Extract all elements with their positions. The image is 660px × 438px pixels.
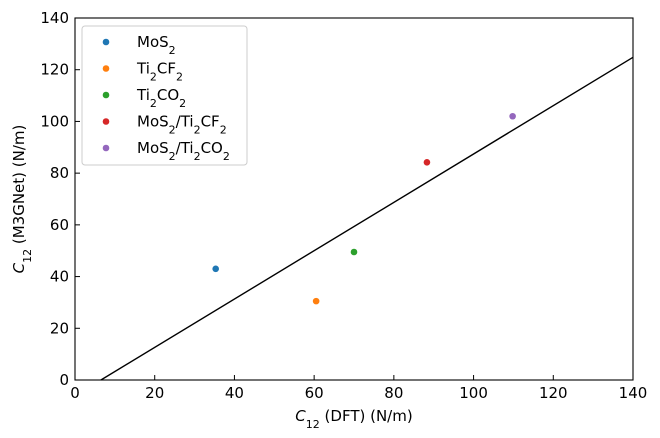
x-tick-label: 0 xyxy=(70,384,80,402)
x-tick-label: 100 xyxy=(459,384,488,402)
x-tick-label: 80 xyxy=(384,384,403,402)
data-point xyxy=(350,248,358,256)
legend-label: MoS2/Ti2CF2 xyxy=(137,113,227,137)
x-tick-label: 40 xyxy=(225,384,244,402)
legend-box xyxy=(81,25,248,166)
y-tick-label: 40 xyxy=(50,268,69,286)
data-point xyxy=(423,158,431,166)
y-tick-label: 80 xyxy=(50,164,69,182)
y-tick-label: 140 xyxy=(40,9,69,27)
x-tick-label: 120 xyxy=(539,384,568,402)
y-tick-label: 100 xyxy=(40,112,69,130)
legend-label: Ti2CO2 xyxy=(136,86,186,110)
plot-area xyxy=(74,17,634,381)
fit-line xyxy=(100,56,634,381)
legend-marker xyxy=(102,118,110,125)
data-points xyxy=(212,112,516,305)
legend-label: Ti2CF2 xyxy=(136,60,183,84)
legend-label: MoS2/Ti2CO2 xyxy=(137,139,230,163)
x-axis-label: C12 (DFT) (N/m) xyxy=(295,407,412,431)
data-point xyxy=(509,112,516,120)
y-tick-label: 0 xyxy=(59,371,69,389)
data-point xyxy=(212,265,219,273)
legend-marker xyxy=(102,144,110,152)
legend-marker xyxy=(102,65,110,72)
y-axis-label: C12 (M3GNet) (N/m) xyxy=(10,125,34,274)
y-tick-label: 120 xyxy=(40,61,69,79)
x-axis-ticks: 0 20 40 60 80 100 120 140 xyxy=(70,375,647,402)
x-tick-label: 20 xyxy=(145,384,164,402)
y-tick-label: 60 xyxy=(50,216,69,234)
data-point xyxy=(312,297,320,305)
fit-line-layer xyxy=(100,56,634,381)
y-axis-ticks: 0 20 40 60 80 100 120 140 xyxy=(40,9,80,389)
x-tick-label: 60 xyxy=(305,384,324,402)
y-tick-label: 20 xyxy=(50,319,69,337)
legend-marker xyxy=(102,38,110,46)
legend-label: MoS2 xyxy=(137,33,176,57)
axes-border xyxy=(74,17,634,381)
x-tick-label: 140 xyxy=(619,384,648,402)
legend-marker xyxy=(102,91,110,99)
